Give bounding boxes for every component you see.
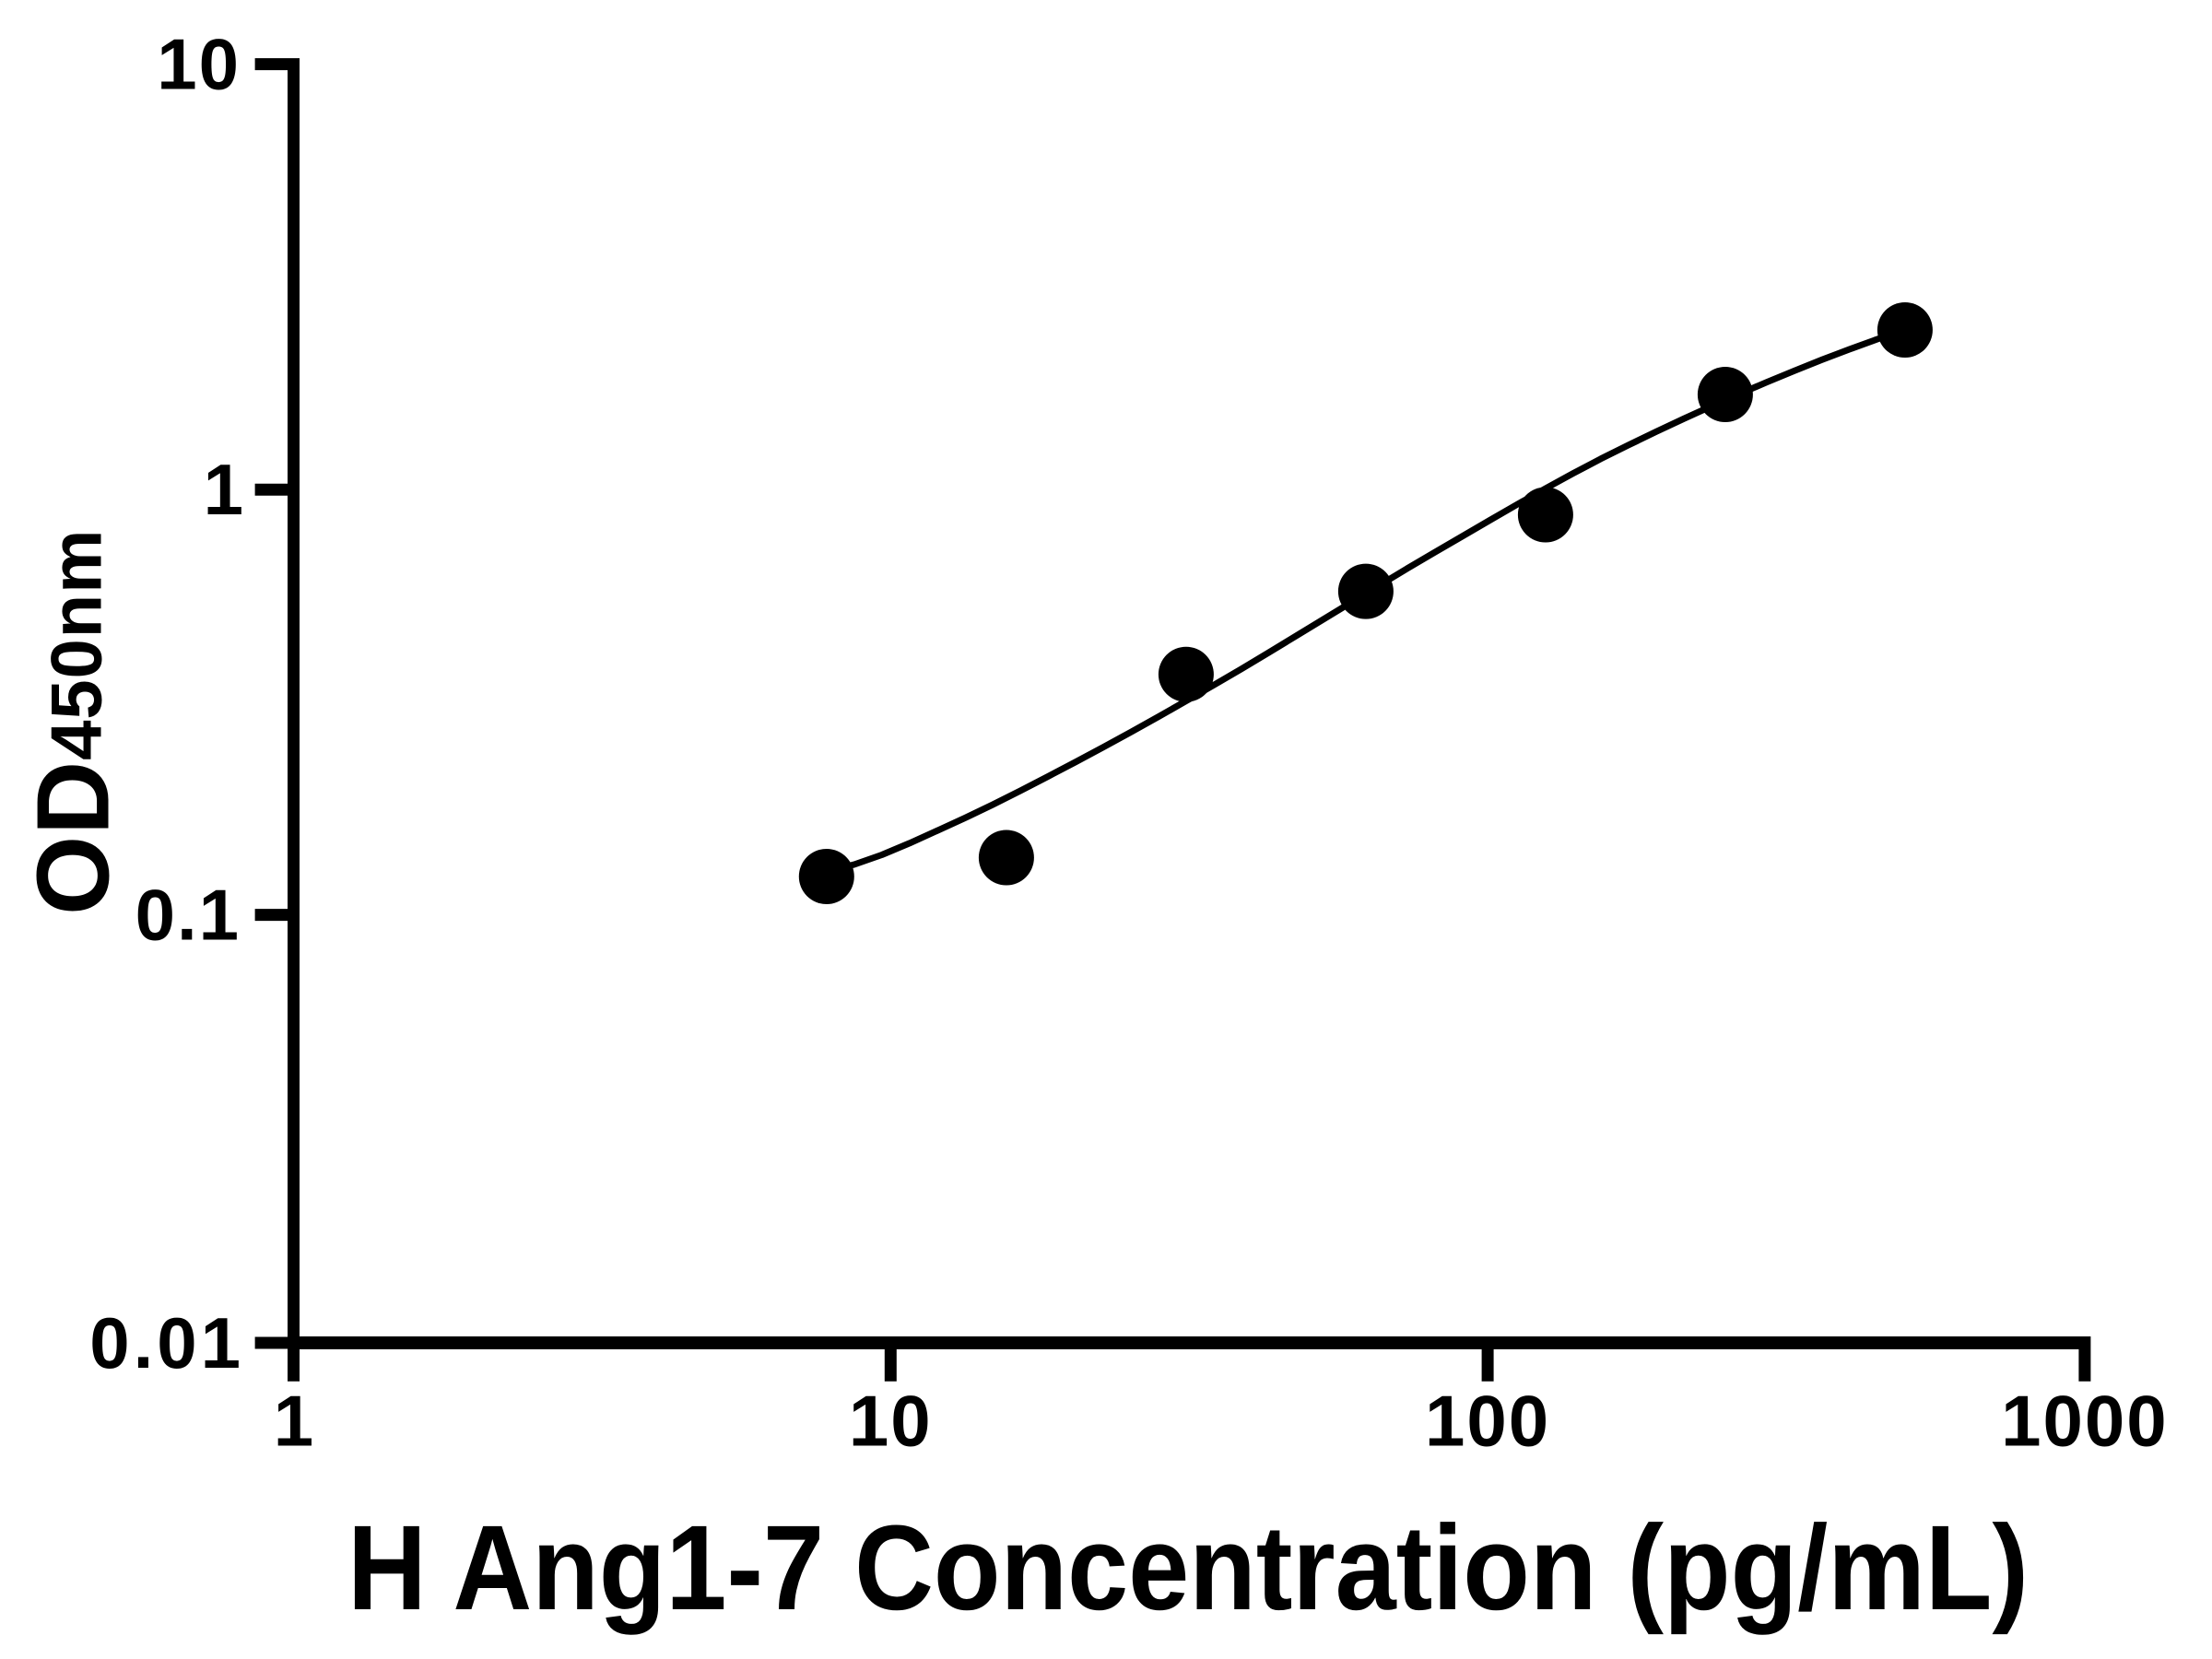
svg-text:H Ang1-7 Concentration (pg/mL): H Ang1-7 Concentration (pg/mL)	[347, 1500, 2029, 1635]
svg-text:100: 100	[1425, 1380, 1550, 1461]
svg-text:0.1: 0.1	[135, 875, 241, 956]
svg-text:10: 10	[849, 1380, 933, 1461]
svg-text:1: 1	[204, 449, 243, 530]
svg-text:OD450nm: OD450nm	[16, 529, 130, 915]
svg-text:0.01: 0.01	[89, 1302, 244, 1383]
svg-text:1000: 1000	[2001, 1380, 2169, 1461]
svg-text:10: 10	[157, 24, 241, 105]
svg-text:1: 1	[274, 1380, 313, 1461]
